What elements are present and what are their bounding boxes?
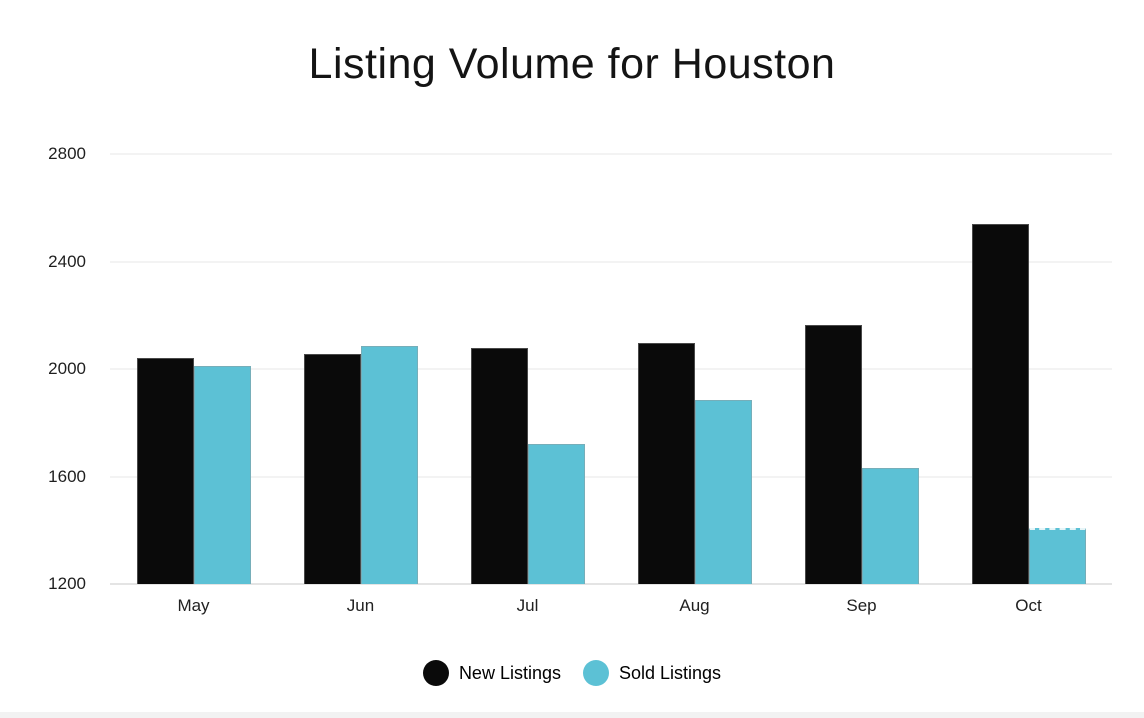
y-tick-label-2400: 2400 <box>48 251 86 271</box>
bar-sold-listings-oct[interactable] <box>1028 527 1086 584</box>
bar-new-listings-jul[interactable] <box>470 347 528 584</box>
plot-area: 1200 1600 2000 2400 2800 <box>48 144 1112 593</box>
legend-label: New Listings <box>458 662 561 683</box>
gridline-1600 <box>110 475 1112 478</box>
x-axis-label-aug: Aug <box>679 596 710 615</box>
y-tick-label-1200: 1200 <box>48 574 86 593</box>
bar-new-listings-jun[interactable] <box>303 354 361 584</box>
bar-new-listings-may[interactable] <box>136 358 194 584</box>
bar-new-listings-oct[interactable] <box>971 223 1029 584</box>
bar-sold-listings-jun[interactable] <box>360 346 418 584</box>
bar-group-may <box>110 154 277 584</box>
y-tick-label-2800: 2800 <box>48 144 86 163</box>
bar-new-listings-sep[interactable] <box>804 324 862 584</box>
legend-label: Sold Listings <box>618 662 722 683</box>
x-axis-labels: May Jun Jul Aug Sep Oct <box>110 596 1112 616</box>
legend-item-new-listings[interactable]: New Listings <box>422 660 561 686</box>
x-axis-label-jun: Jun <box>346 596 375 615</box>
chart-title: Listing Volume for Houston <box>308 40 836 88</box>
bar-group-sep <box>778 154 945 584</box>
bottom-strip <box>0 712 1144 718</box>
legend-item-sold-listings[interactable]: Sold Listings <box>582 660 722 686</box>
bar-sold-listings-sep[interactable] <box>861 468 919 584</box>
bar-sold-listings-may[interactable] <box>193 366 251 584</box>
legend: New Listings Sold Listings <box>0 660 1144 686</box>
x-axis-label-oct: Oct <box>1015 596 1042 615</box>
x-axis-label-may: May <box>177 596 210 615</box>
bar-group-oct <box>945 154 1112 584</box>
bars-layer <box>110 154 1112 584</box>
bar-group-aug <box>611 154 778 584</box>
bar-group-jul <box>444 154 611 584</box>
legend-swatch-sold-listings <box>582 660 609 686</box>
bar-group-jun <box>277 154 444 584</box>
gridline-2000 <box>110 368 1112 370</box>
y-tick-label-2000: 2000 <box>48 359 86 378</box>
x-axis-label-sep: Sep <box>846 596 877 615</box>
gridline-2400 <box>110 260 1112 263</box>
x-axis-label-jul: Jul <box>516 596 539 615</box>
bar-sold-listings-jul[interactable] <box>527 444 585 584</box>
gridline-2800 <box>110 153 1112 155</box>
bar-new-listings-aug[interactable] <box>637 343 695 584</box>
y-tick-label-1600: 1600 <box>48 466 86 486</box>
gridline-1200 <box>110 583 1112 585</box>
legend-swatch-new-listings <box>422 660 449 686</box>
bar-sold-listings-aug[interactable] <box>694 399 752 584</box>
